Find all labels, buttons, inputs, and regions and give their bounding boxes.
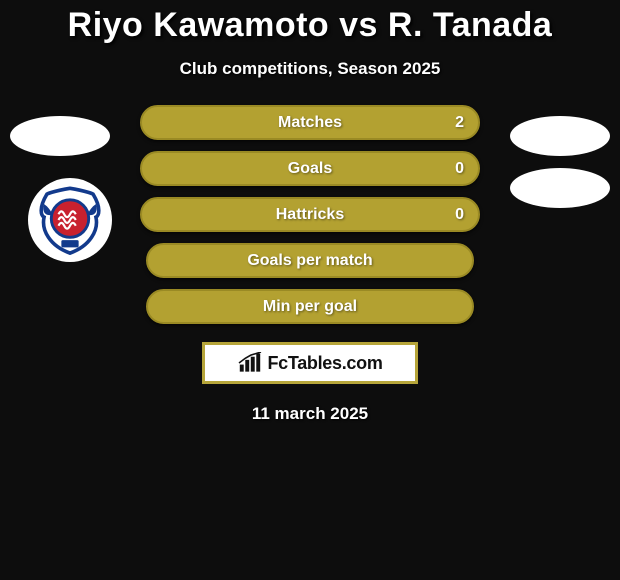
player-avatar-right-2 [510, 168, 610, 208]
club-badge [28, 178, 112, 262]
bar-chart-icon [237, 352, 263, 374]
stat-label: Hattricks [142, 199, 478, 230]
stat-label: Matches [142, 107, 478, 138]
stat-label: Goals per match [148, 245, 472, 276]
club-badge-icon [34, 184, 106, 256]
stat-bar: Matches2 [140, 105, 480, 140]
stat-bar: Min per goal [146, 289, 474, 324]
brand-name: FcTables.com [267, 353, 382, 374]
page-title: Riyo Kawamoto vs R. Tanada [0, 0, 620, 45]
subtitle: Club competitions, Season 2025 [0, 59, 620, 79]
stat-bar: Hattricks0 [140, 197, 480, 232]
stats-list: Matches2Goals0Hattricks0Goals per matchM… [140, 105, 480, 324]
stat-label: Goals [142, 153, 478, 184]
stat-bar: Goals per match [146, 243, 474, 278]
stat-bar: Goals0 [140, 151, 480, 186]
date-label: 11 march 2025 [0, 404, 620, 424]
stat-value: 2 [455, 107, 464, 138]
player-avatar-right-1 [510, 116, 610, 156]
brand-logo[interactable]: FcTables.com [202, 342, 418, 384]
stat-value: 0 [455, 199, 464, 230]
stat-value: 0 [455, 153, 464, 184]
player-avatar-left [10, 116, 110, 156]
stat-label: Min per goal [148, 291, 472, 322]
